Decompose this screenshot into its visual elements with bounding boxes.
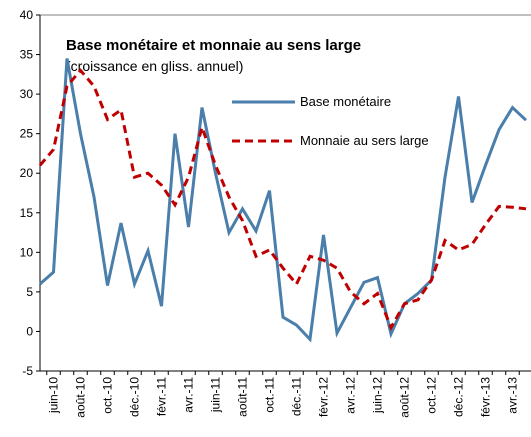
x-tick-label: oct.-10 bbox=[101, 377, 115, 414]
y-tick-label: 10 bbox=[20, 245, 34, 259]
x-tick-label: avr.-11 bbox=[182, 377, 196, 413]
x-tick-label: août-12 bbox=[398, 377, 412, 418]
chart-subtitle: (croissance en gliss. annuel) bbox=[66, 58, 243, 74]
y-tick-label: 40 bbox=[20, 8, 34, 22]
x-tick-label: août-10 bbox=[74, 377, 88, 418]
x-tick-label: déc.-12 bbox=[452, 377, 466, 417]
y-tick-label: 25 bbox=[20, 127, 34, 141]
y-tick-label: 30 bbox=[20, 87, 34, 101]
y-tick-label: 35 bbox=[20, 48, 34, 62]
x-tick-label: déc.-10 bbox=[128, 377, 142, 417]
x-tick-label: juin-12 bbox=[371, 377, 385, 414]
series-line bbox=[39, 58, 528, 343]
x-tick-label: août-11 bbox=[236, 377, 250, 417]
x-tick-label: avr.-12 bbox=[344, 377, 358, 414]
x-tick-label: juin-10 bbox=[47, 377, 61, 414]
x-tick-label: oct.-12 bbox=[425, 377, 439, 414]
legend-label: Monnaie au sers large bbox=[300, 133, 429, 148]
y-tick-label: 20 bbox=[20, 166, 34, 180]
y-tick-label: 0 bbox=[26, 324, 33, 338]
x-tick-label: févr.-13 bbox=[479, 377, 493, 417]
y-tick-label: -5 bbox=[22, 364, 33, 378]
x-tick-label: févr.-11 bbox=[155, 377, 169, 416]
y-tick-label: 15 bbox=[20, 206, 34, 220]
x-tick-label: juin-11 bbox=[209, 377, 223, 413]
y-tick-label: 5 bbox=[26, 285, 33, 299]
x-tick-label: oct.-11 bbox=[263, 377, 277, 413]
x-tick-label: déc.-11 bbox=[290, 377, 304, 416]
chart-title: Base monétaire et monnaie au sens large bbox=[66, 37, 361, 54]
legend-label: Base monétaire bbox=[300, 94, 392, 109]
series-line bbox=[38, 68, 527, 331]
x-tick-label: avr.-13 bbox=[506, 377, 520, 414]
x-tick-label: févr.-12 bbox=[317, 377, 331, 417]
